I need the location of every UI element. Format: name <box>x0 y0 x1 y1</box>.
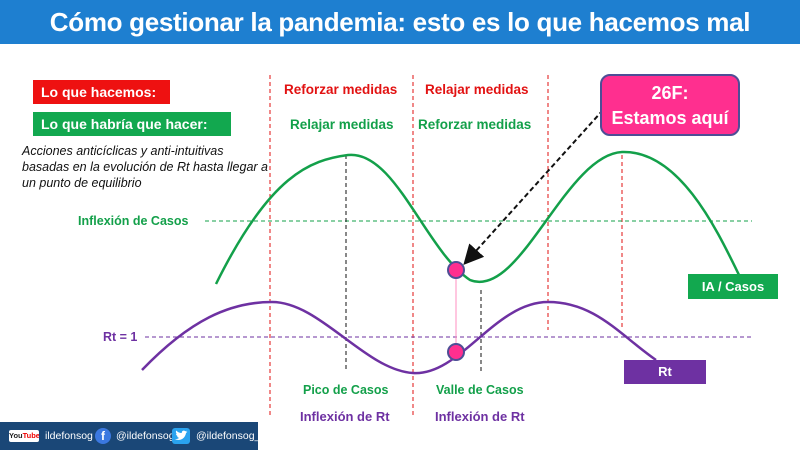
title-bar <box>0 0 800 44</box>
cases-curve <box>214 150 742 285</box>
rt-inflection-label-1: Inflexión de Rt <box>300 409 390 424</box>
facebook-icon[interactable]: f <box>95 428 111 444</box>
rt-current-marker <box>447 343 465 361</box>
rt-one-label: Rt = 1 <box>103 330 138 344</box>
cases-inflection-label: Inflexión de Casos <box>78 214 189 228</box>
twitter-icon[interactable] <box>172 428 190 444</box>
youtube-icon-text-b: Tube <box>22 431 39 440</box>
valley-cases-label: Valle de Casos <box>436 383 524 397</box>
current-position-callout: 26F: Estamos aquí <box>600 74 740 136</box>
rt-inflection-label-2: Inflexión de Rt <box>435 409 525 424</box>
social-footer <box>0 422 258 450</box>
explanation-note: Acciones anticíclicas y anti-intuitivas … <box>22 144 268 190</box>
youtube-handle[interactable]: ildefonsog <box>45 430 93 442</box>
callout-text: Estamos aquí <box>611 108 729 128</box>
callout-arrow <box>463 109 604 265</box>
page-title: Cómo gestionar la pandemia: esto es lo q… <box>49 7 751 37</box>
phase-should-1: Relajar medidas <box>290 117 394 132</box>
twitter-handle[interactable]: @ildefonsog_ <box>196 430 261 442</box>
doing-label: Lo que hacemos: <box>33 80 170 104</box>
phase-doing-1: Reforzar medidas <box>284 82 398 97</box>
facebook-handle[interactable]: @ildefonsog <box>116 430 175 442</box>
callout-date: 26F: <box>651 83 689 103</box>
phase-doing-2: Relajar medidas <box>425 82 529 97</box>
peak-cases-label: Pico de Casos <box>303 383 389 397</box>
rt-series-label: Rt <box>624 360 706 384</box>
cases-current-marker <box>447 261 465 279</box>
youtube-icon[interactable]: YouTube <box>9 430 39 442</box>
rt-curve <box>141 300 657 375</box>
cases-series-label: IA / Casos <box>688 274 778 299</box>
youtube-icon-text-a: You <box>9 431 23 440</box>
should-label: Lo que habría que hacer: <box>33 112 231 136</box>
phase-should-2: Reforzar medidas <box>418 117 532 132</box>
